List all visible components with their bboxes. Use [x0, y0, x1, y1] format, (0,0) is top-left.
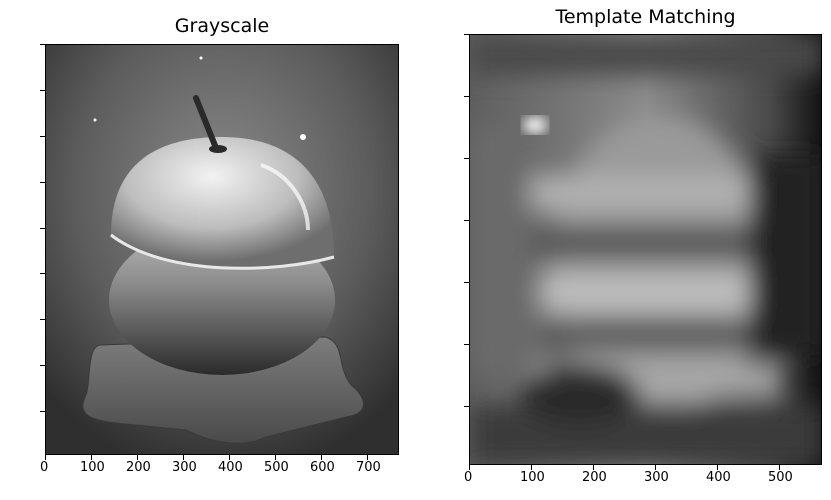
x-tick: 300: [644, 470, 669, 485]
x-tick: 400: [218, 460, 243, 475]
template-matching-image: [469, 34, 822, 465]
apple-illustration: [46, 45, 398, 454]
x-tick: 0: [464, 470, 473, 485]
x-tick: 200: [126, 460, 151, 475]
correlation-map: [470, 35, 821, 464]
x-tick: 0: [40, 460, 49, 475]
x-tick: 100: [520, 470, 545, 485]
grayscale-image: [45, 44, 399, 455]
x-tick: 300: [172, 460, 197, 475]
x-tick: 200: [582, 470, 607, 485]
x-tick: 700: [356, 460, 381, 475]
x-tick: 100: [80, 460, 105, 475]
x-tick: 400: [706, 470, 731, 485]
grayscale-title: Grayscale: [174, 15, 270, 37]
x-tick: 500: [768, 470, 793, 485]
x-tick: 600: [310, 460, 335, 475]
template-matching-title: Template Matching: [555, 6, 736, 28]
x-tick: 500: [264, 460, 289, 475]
